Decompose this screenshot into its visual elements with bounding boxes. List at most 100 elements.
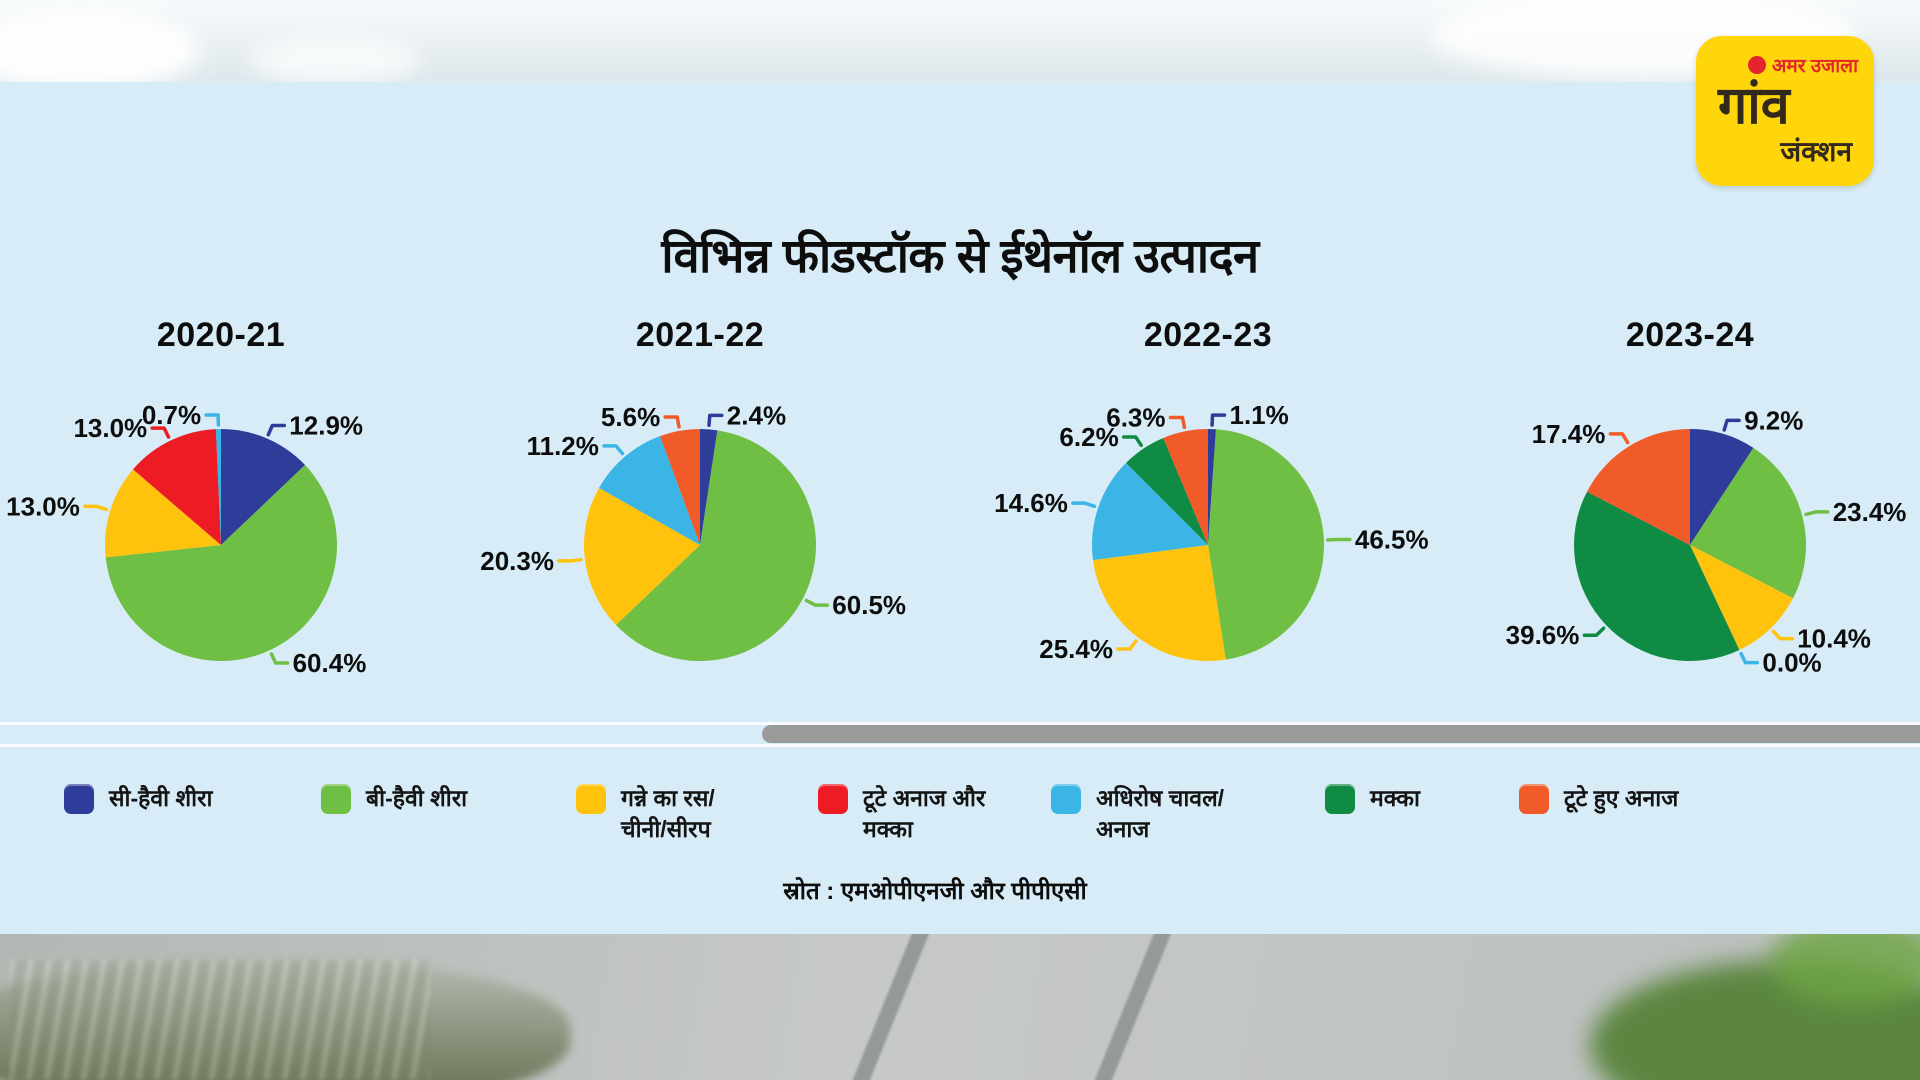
slice-value-label: 12.9% (289, 411, 363, 441)
slice-value-label: 25.4% (1039, 634, 1113, 664)
logo-brand-top: अमर उजाला (1771, 56, 1858, 77)
slice-value-label: 14.6% (994, 488, 1068, 518)
legend-swatch (576, 784, 606, 814)
legend-swatch (64, 784, 94, 814)
label-leader-line (602, 444, 625, 456)
label-leader-line (707, 413, 724, 428)
road-lane-line (1073, 934, 1187, 1080)
pie-slice-b-heavy-molasses (1208, 429, 1324, 660)
pie-slice-c-heavy-molasses (221, 429, 306, 545)
slice-value-label: 23.4% (1833, 497, 1907, 527)
legend-label: अधिरोष चावल/ अनाज (1096, 785, 1225, 843)
label-leader-line (1116, 639, 1138, 651)
pie-slice-cane-juice-sugar-syrup (583, 487, 700, 625)
label-leader-line (557, 557, 583, 563)
slice-value-label: 6.2% (1059, 422, 1118, 452)
label-leader-line (663, 415, 681, 429)
legend-item: गन्ने का रस/ चीनी/सीरप (576, 783, 715, 845)
label-leader-line (204, 413, 221, 427)
slice-value-label: 17.4% (1532, 419, 1606, 449)
label-leader-line (1071, 501, 1097, 509)
pie-slice-b-heavy-molasses (1690, 447, 1806, 599)
pie-chart-2021-22: 2021-22 2.4% 60.5% 20.3% 11.2% 5.6% (465, 316, 935, 715)
divider-highlight-line (0, 744, 1920, 747)
legend-item: अधिरोष चावल/ अनाज (1051, 783, 1224, 845)
logo-brand-main: गांव (1718, 77, 1790, 135)
legend-item: मक्का (1325, 783, 1420, 814)
pie-slice-maize (1574, 491, 1740, 661)
label-leader-line (83, 504, 109, 512)
slice-value-label: 60.4% (293, 648, 367, 678)
pie-slice-cane-juice-sugar-syrup (1092, 545, 1226, 661)
slice-value-label: 46.5% (1355, 525, 1429, 555)
pie-chart-2023-24: 2023-24 9.2% 23.4% 10.4% 0.0% 39.6% 17.4% (1455, 316, 1920, 715)
slice-value-label: 9.2% (1744, 405, 1803, 435)
road-lane-line (831, 934, 945, 1080)
pie-slice-b-heavy-molasses (615, 430, 816, 662)
pie-slice-surplus-rice-grain (599, 436, 700, 545)
label-leader-line (1168, 415, 1187, 430)
pie-slice-surplus-rice-grain (215, 429, 221, 545)
sky-background (0, 0, 1920, 96)
pie-slice-b-heavy-molasses (105, 465, 337, 661)
brand-logo: अमर उजाला गांव जंक्शन (1696, 36, 1874, 186)
label-leader-line (266, 423, 287, 437)
pie-canvas: 9.2% 23.4% 10.4% 0.0% 39.6% 17.4% (1455, 375, 1920, 715)
pie-canvas: 12.9% 60.4% 13.0% 13.0% 0.7% (0, 375, 456, 715)
legend-label: गन्ने का रस/ चीनी/सीरप (621, 785, 715, 843)
label-leader-line (804, 598, 830, 607)
slice-value-label: 5.6% (601, 402, 660, 432)
slice-value-label: 2.4% (727, 400, 786, 430)
road-photo (0, 934, 1920, 1080)
legend-swatch (1325, 784, 1355, 814)
legend-item: टूटे अनाज और मक्का (818, 783, 985, 845)
label-leader-line (1771, 629, 1794, 641)
pie-slice-cane-juice-sugar-syrup (1690, 545, 1794, 650)
legend-swatch (1051, 784, 1081, 814)
pie-canvas: 1.1% 46.5% 25.4% 14.6% 6.2% 6.3% (973, 375, 1443, 715)
slice-value-label: 10.4% (1797, 624, 1871, 654)
logo-masthead: अमर उजाला (1696, 36, 1874, 78)
pie-slice-broken-grains (1586, 429, 1690, 545)
label-leader-line (269, 652, 290, 665)
legend-label: मक्का (1370, 785, 1420, 811)
pie-year-title: 2022-23 (1143, 316, 1273, 354)
cloud-shape (0, 8, 200, 92)
legend-label: टूटे अनाज और मक्का (863, 785, 986, 843)
pie-year-title: 2020-21 (156, 316, 286, 354)
label-leader-line (1121, 435, 1143, 448)
pie-chart-2020-21: 2020-21 12.9% 60.4% 13.0% 13.0% 0.7% (0, 316, 456, 715)
pie-slice-broken-grains (660, 429, 700, 545)
legend-item: बी-हैवी शीरा (321, 783, 467, 814)
pie-slice-c-heavy-molasses (700, 429, 718, 545)
pie-slice-c-heavy-molasses (1690, 429, 1754, 545)
source-note: स्रोत : एमओपीएनजी और पीपीएसी (783, 878, 1087, 905)
grass-blades (10, 960, 430, 1080)
logo-dot-icon (1747, 56, 1766, 74)
label-leader-line (1582, 626, 1606, 637)
divider-bar (762, 725, 1920, 743)
slice-value-label: 13.0% (6, 491, 80, 521)
legend-swatch (818, 784, 848, 814)
slice-value-label: 1.1% (1230, 400, 1289, 430)
slice-value-label: 39.6% (1506, 620, 1580, 650)
label-leader-line (1210, 413, 1227, 427)
pie-year-title: 2023-24 (1625, 316, 1755, 354)
slice-value-label: 6.3% (1106, 403, 1165, 433)
pie-slice-broken-grain-and-maize (133, 429, 221, 545)
label-leader-line (1608, 432, 1630, 445)
legend-item: सी-हैवी शीरा (64, 783, 212, 814)
label-leader-line (1804, 510, 1830, 517)
legend-swatch (1519, 784, 1549, 814)
slice-value-label: 11.2% (527, 431, 599, 461)
logo-brand-sub: जंक्शन (1780, 136, 1852, 167)
legend-swatch (321, 784, 351, 814)
page-title: विभिन्न फीडस्टॉक से ईथेनॉल उत्पादन (661, 229, 1259, 282)
slice-value-label: 0.7% (142, 400, 201, 430)
slice-value-label: 60.5% (832, 590, 906, 620)
pie-canvas: 2.4% 60.5% 20.3% 11.2% 5.6% (465, 375, 935, 715)
grass-silhouette (0, 960, 570, 1080)
label-leader-line (1739, 651, 1760, 665)
pie-year-title: 2021-22 (635, 316, 765, 354)
pie-slice-broken-grains (1163, 429, 1208, 545)
